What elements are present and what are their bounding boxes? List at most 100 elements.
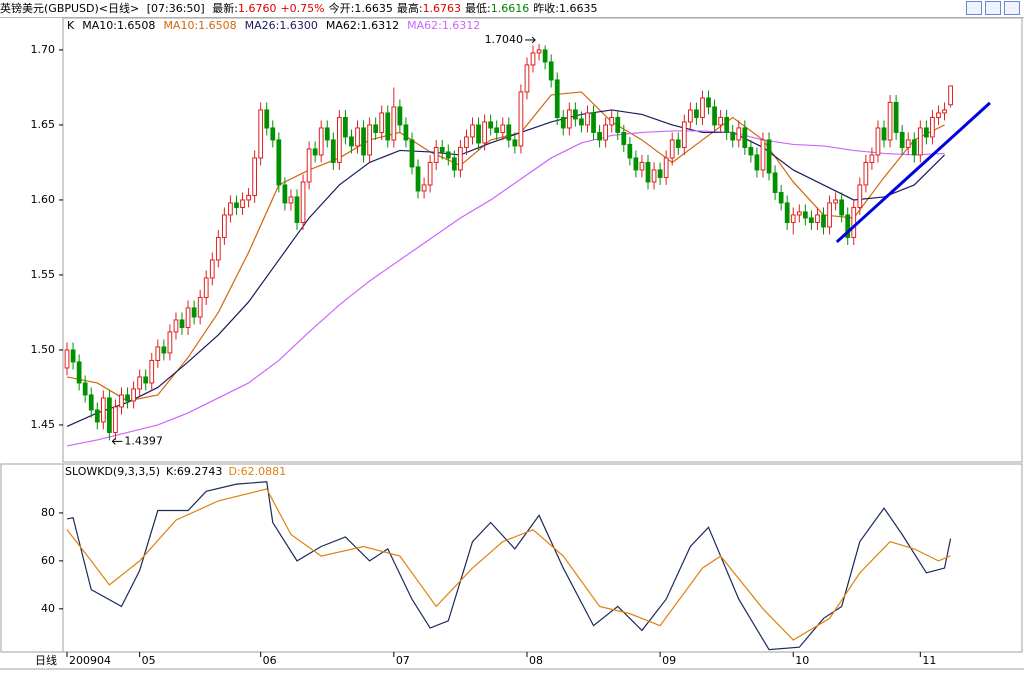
candle-body <box>318 127 324 156</box>
candle-body <box>155 346 161 361</box>
candle-body <box>917 127 923 156</box>
candle-body <box>240 199 245 208</box>
quote-value: +0.75% <box>280 2 325 15</box>
candle-body <box>833 199 838 204</box>
legend-entry: D:62.0881 <box>228 465 286 478</box>
candle-body <box>330 139 336 163</box>
nav-button[interactable] <box>985 1 1001 15</box>
axis-box <box>0 463 64 653</box>
candle-body <box>373 124 379 133</box>
legend-entry: K <box>67 19 75 32</box>
ma-line <box>66 109 945 427</box>
y-tick-label: 40 <box>41 602 55 615</box>
candle-body <box>246 194 251 201</box>
kd-line <box>66 488 951 641</box>
candle-body <box>948 85 953 106</box>
candle-body <box>621 131 627 145</box>
candle-body <box>899 131 905 148</box>
candle-body <box>191 307 197 318</box>
x-tick-label: 09 <box>662 654 676 667</box>
toolbar <box>963 1 1020 20</box>
candle-body <box>742 127 748 148</box>
nav-button[interactable] <box>966 1 982 15</box>
y-tick-label: 1.55 <box>31 268 56 281</box>
candle-body <box>439 146 445 153</box>
candle-body <box>663 157 669 178</box>
candle-body <box>119 394 124 408</box>
candle-body <box>645 161 651 183</box>
candle-body <box>391 106 397 141</box>
candle-body <box>760 139 766 171</box>
candle-body <box>924 127 929 138</box>
candle-body <box>930 116 935 138</box>
candle-body <box>282 184 288 204</box>
candle-body <box>270 127 276 141</box>
candle-body <box>125 394 130 402</box>
candle-body <box>736 127 742 141</box>
candle-body <box>936 112 941 118</box>
candle-body <box>470 124 475 138</box>
quote-label: 昨收: <box>533 2 559 15</box>
candle-body <box>445 151 451 159</box>
candle-body <box>488 121 494 129</box>
candle-body <box>579 118 584 126</box>
candle-body <box>70 349 76 363</box>
candle-body <box>258 109 264 159</box>
panel-frame <box>62 463 1023 653</box>
candle-body <box>113 406 118 433</box>
nav-button[interactable] <box>1004 1 1020 15</box>
candle-body <box>700 97 705 118</box>
candle-body <box>82 382 88 396</box>
candle-body <box>712 106 717 126</box>
candle-body <box>264 109 270 129</box>
candle-body <box>875 127 881 156</box>
candle-body <box>403 124 409 141</box>
candle-body <box>64 349 70 369</box>
candle-body <box>173 319 179 333</box>
candle-body <box>312 148 318 156</box>
candle-body <box>100 397 106 423</box>
candle-body <box>94 409 100 423</box>
candle-body <box>379 112 385 133</box>
candle-body <box>911 139 917 156</box>
candle-body <box>633 157 639 171</box>
candle-body <box>694 109 699 118</box>
candle-body <box>881 127 887 141</box>
candle-body <box>197 296 203 318</box>
annotation-arrow-head <box>111 438 116 445</box>
candle-body <box>639 161 645 171</box>
candle-body <box>851 206 857 238</box>
ma-line <box>66 130 945 447</box>
quote-time: [07:36:50] <box>146 2 205 15</box>
candle-body <box>476 124 481 144</box>
kd-line <box>66 481 952 651</box>
candle-body <box>355 127 360 147</box>
candle-body <box>361 127 366 156</box>
x-tick-label: 07 <box>396 654 410 667</box>
candle-body <box>343 116 348 138</box>
candle-body <box>821 214 826 228</box>
candle-body <box>730 131 736 141</box>
candle-body <box>228 202 233 216</box>
candle-body <box>506 124 512 141</box>
candle-body <box>276 139 282 186</box>
quote-value: 1.6635 <box>559 2 598 15</box>
candle-body <box>905 139 911 148</box>
candle-body <box>591 112 596 133</box>
legend-entry: K:69.2743 <box>166 465 222 478</box>
candle-body <box>415 166 421 192</box>
x-tick-label: 10 <box>795 654 809 667</box>
candle-body <box>536 49 542 54</box>
candle-body <box>427 161 433 186</box>
quote-value: 1.6763 <box>422 2 462 15</box>
trend-line <box>835 101 991 244</box>
candle-body <box>706 97 711 108</box>
candle-body <box>161 346 167 354</box>
candle-body <box>288 196 294 204</box>
quote-label: 今开: <box>328 2 355 15</box>
y-tick-label: 1.60 <box>31 193 56 206</box>
candle-body <box>482 121 487 144</box>
candle-body <box>942 109 947 114</box>
quote-label: 最高: <box>396 2 423 15</box>
